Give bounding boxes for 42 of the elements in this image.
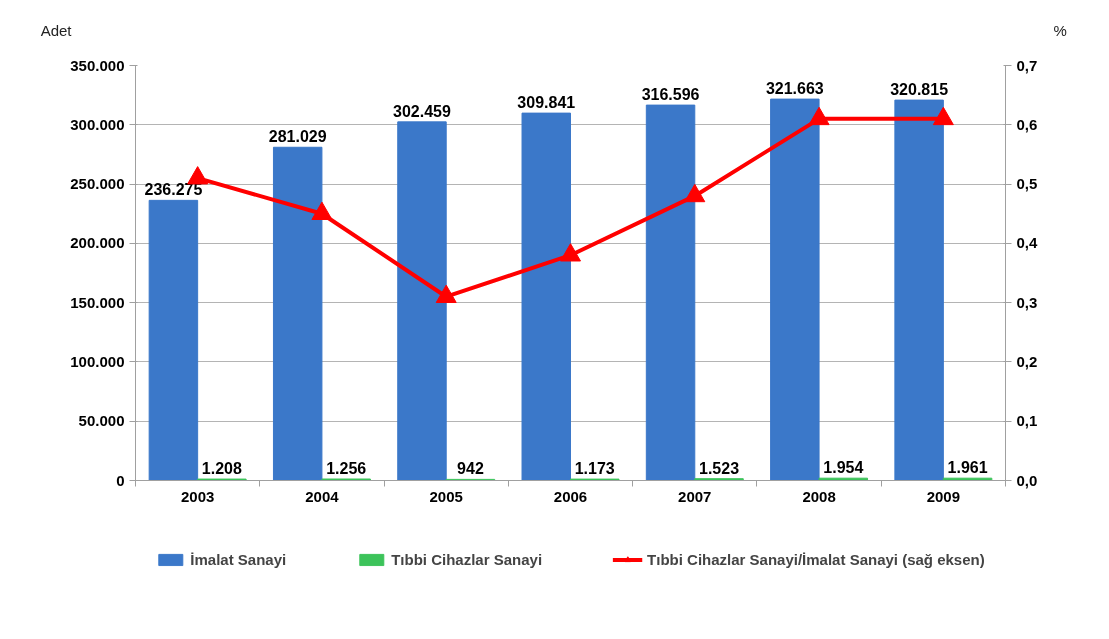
x-tick-label: 2007 xyxy=(678,487,712,505)
y2-axis-title: % xyxy=(1053,22,1067,39)
data-label: 1.173 xyxy=(574,460,615,478)
y2-tick-label: 0,6 xyxy=(1016,115,1038,133)
data-label: 1.954 xyxy=(823,459,864,477)
x-tick-label: 2009 xyxy=(926,487,961,505)
x-tick-label: 2003 xyxy=(180,487,215,505)
y-tick-label: 150.000 xyxy=(70,293,125,311)
y-tick-label: 250.000 xyxy=(70,175,125,193)
y-tick-label: 300.000 xyxy=(70,115,125,133)
y-tick-label: 100.000 xyxy=(70,352,125,370)
data-label: 281.029 xyxy=(268,128,327,146)
x-tick-label: 2004 xyxy=(305,487,340,505)
data-label: 942 xyxy=(457,460,484,478)
legend-label: Tıbbi Cihazlar Sanayi xyxy=(391,550,543,568)
y-axis-title: Adet xyxy=(40,22,73,39)
y2-tick-label: 0,5 xyxy=(1016,175,1038,193)
legend-label: Tıbbi Cihazlar Sanayi/İmalat Sanayi (sağ eksen) xyxy=(647,550,985,568)
data-label: 309.841 xyxy=(517,94,576,112)
data-label: 236.275 xyxy=(144,181,203,199)
y2-tick-label: 0,4 xyxy=(1016,234,1039,252)
data-label: 1.961 xyxy=(947,459,988,477)
legend-label: İmalat Sanayi xyxy=(190,550,287,568)
y2-tick-label: 0,2 xyxy=(1016,352,1038,370)
data-label: 320.815 xyxy=(890,81,949,99)
y-tick-label: 350.000 xyxy=(70,56,125,74)
data-label: 316.596 xyxy=(641,86,700,104)
y-tick-label: 0 xyxy=(116,471,125,489)
data-label: 1.523 xyxy=(699,459,740,477)
data-label: 1.208 xyxy=(201,460,242,478)
y2-tick-label: 0,1 xyxy=(1016,412,1038,430)
x-tick-label: 2005 xyxy=(429,487,463,505)
data-label: 1.256 xyxy=(326,460,367,478)
y-tick-label: 50.000 xyxy=(78,412,125,430)
y2-tick-label: 0,3 xyxy=(1016,293,1038,311)
x-tick-label: 2006 xyxy=(553,487,588,505)
y-tick-label: 200.000 xyxy=(70,234,125,252)
x-tick-label: 2008 xyxy=(802,487,836,505)
y2-tick-label: 0,7 xyxy=(1016,56,1038,74)
data-label: 302.459 xyxy=(393,102,451,120)
data-label: 321.663 xyxy=(765,80,824,98)
y2-tick-label: 0,0 xyxy=(1016,471,1038,489)
